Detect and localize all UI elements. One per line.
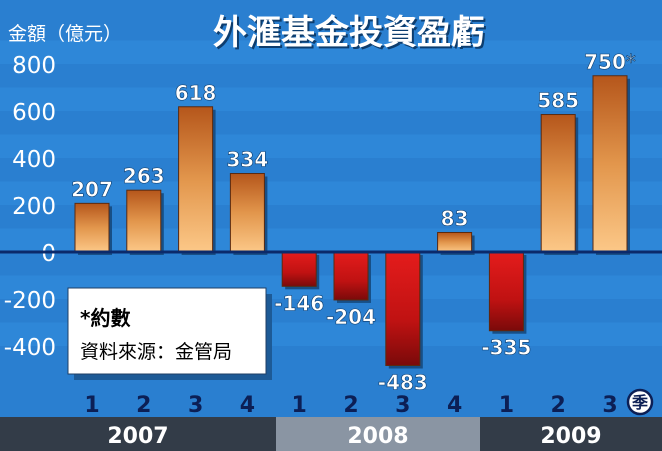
bar xyxy=(74,202,110,253)
quarter-label: 3 xyxy=(602,393,617,418)
year-label: 2008 xyxy=(347,424,408,449)
quarter-label: 2 xyxy=(551,393,566,418)
bar-value-label: 585 xyxy=(537,89,579,113)
bar-value-label: -335 xyxy=(481,336,531,360)
quarter-label: 3 xyxy=(395,393,410,418)
bar xyxy=(281,251,317,287)
background-band xyxy=(0,181,662,205)
year-band xyxy=(276,417,480,451)
y-tick-label: 600 xyxy=(12,100,56,126)
year-band xyxy=(480,417,662,451)
quarter-label: 4 xyxy=(447,393,462,418)
quarter-label: 2 xyxy=(136,393,151,418)
chart-title-group: 外滙基金投資盈虧 外滙基金投資盈虧 xyxy=(213,13,487,55)
bar-value-label: -204 xyxy=(326,305,376,329)
year-label: 2007 xyxy=(107,424,168,449)
chart-title: 外滙基金投資盈虧 xyxy=(213,13,485,53)
y-tick-label: 400 xyxy=(12,147,56,173)
bar-value-label: 334 xyxy=(227,148,269,172)
bar-value-label: -146 xyxy=(274,291,324,315)
bar xyxy=(385,251,421,367)
quarter-label: 1 xyxy=(499,393,514,418)
bar-value-label: 750* xyxy=(584,50,636,74)
background-band xyxy=(0,40,662,64)
bar xyxy=(229,173,265,253)
y-tick-label: 200 xyxy=(12,194,56,220)
chart-title-shadow: 外滙基金投資盈虧 xyxy=(215,15,487,55)
bar-value-label: 83 xyxy=(441,206,469,230)
background-band xyxy=(0,228,662,252)
quarter-badge xyxy=(626,388,654,416)
bar-value-label: 618 xyxy=(175,81,217,105)
approx-marker: * xyxy=(626,50,636,74)
bar-value-label: 263 xyxy=(123,164,165,188)
bar xyxy=(178,106,214,253)
quarter-label: 1 xyxy=(84,393,99,418)
bar xyxy=(540,114,576,253)
y-tick-label: -200 xyxy=(4,288,56,314)
year-axis: 2007 2008 2009 xyxy=(0,417,662,451)
note-box: *約數 資料來源：金管局 xyxy=(67,287,272,380)
quarter-unit-label: 季 xyxy=(631,393,649,412)
bars xyxy=(74,75,630,369)
bar xyxy=(592,75,628,253)
note-source-label: 資料來源：金管局 xyxy=(80,341,232,363)
quarter-label: 2 xyxy=(343,393,358,418)
bar xyxy=(437,231,473,253)
bar-value-label: 207 xyxy=(71,177,113,201)
bar xyxy=(488,251,524,332)
background-band xyxy=(0,134,662,158)
year-band xyxy=(0,417,276,451)
note-approx-label: *約數 xyxy=(80,306,130,330)
quarter-label: 3 xyxy=(188,393,203,418)
bar-value-label: -483 xyxy=(378,371,428,395)
y-tick-label: -400 xyxy=(4,335,56,361)
quarter-label: 4 xyxy=(240,393,255,418)
quarter-label: 1 xyxy=(292,393,307,418)
background-band xyxy=(0,87,662,111)
bar xyxy=(126,189,162,253)
bar xyxy=(333,251,369,301)
y-tick-label: 0 xyxy=(41,241,56,267)
y-axis-ticks: 800 600 400 200 0 -200 -400 xyxy=(4,53,56,361)
y-axis-label: 金額（億元） xyxy=(8,23,122,45)
note-box-panel xyxy=(67,287,267,375)
year-label: 2009 xyxy=(540,424,601,449)
y-tick-label: 800 xyxy=(12,53,56,79)
